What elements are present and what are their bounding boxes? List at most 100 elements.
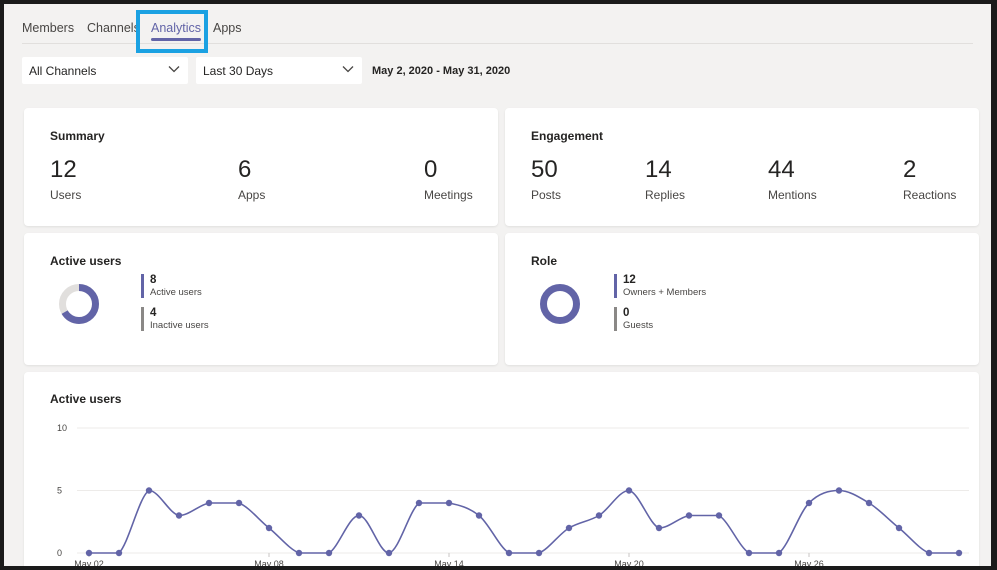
summary-card: Summary 12 Users 6 Apps 0 Meetings (24, 108, 498, 226)
y-tick-label: 5 (57, 486, 62, 496)
active-users-donut (59, 284, 99, 324)
stat-replies-value: 14 (645, 156, 672, 183)
data-point (445, 499, 453, 507)
summary-title: Summary (50, 129, 105, 143)
stat-users: 12 Users (50, 156, 81, 202)
data-point (925, 549, 933, 557)
active-users-chart-card: Active users 0 5 10 May 02 May 08 May 14 May 2… (24, 372, 979, 566)
data-point (805, 499, 813, 507)
data-point (655, 524, 663, 532)
data-point (325, 549, 333, 557)
stat-mentions: 44 Mentions (768, 156, 817, 202)
data-point (835, 487, 843, 494)
stat-meetings: 0 Meetings (424, 156, 473, 202)
y-tick-label: 0 (57, 548, 62, 558)
legend-active-users: 8 Active users (141, 274, 202, 299)
stat-reactions-value: 2 (903, 156, 917, 183)
analytics-page: Members Channels Analytics Apps All Chan… (4, 4, 991, 566)
data-point (475, 512, 483, 519)
legend-guests-bar (614, 307, 617, 331)
tab-channels[interactable]: Channels (87, 21, 140, 35)
stat-replies-label: Replies (645, 188, 686, 202)
stat-apps-label: Apps (238, 188, 266, 202)
period-dropdown[interactable]: Last 30 Days (196, 57, 362, 84)
legend-owners-label: Owners + Members (623, 287, 707, 298)
role-title: Role (531, 254, 558, 268)
stat-meetings-value: 0 (424, 156, 438, 183)
stat-posts: 50 Posts (531, 156, 561, 202)
legend-owners-value: 12 (623, 274, 636, 286)
data-point (595, 512, 603, 519)
stat-meetings-label: Meetings (424, 188, 473, 202)
data-point (355, 512, 363, 519)
stat-apps: 6 Apps (238, 156, 265, 202)
channel-dropdown[interactable]: All Channels (22, 57, 188, 84)
legend-active-bar (141, 274, 144, 298)
data-point (415, 499, 423, 507)
data-point (295, 549, 303, 557)
active-users-line-chart: 0 5 10 May 02 May 08 May 14 May 20 May 26 (57, 423, 969, 566)
role-card: Role 12 Owners + Members 0 Guests (505, 233, 979, 365)
stat-posts-value: 50 (531, 156, 558, 183)
data-point (175, 512, 183, 519)
legend-guests-value: 0 (623, 307, 630, 319)
y-tick-label: 10 (57, 423, 67, 433)
legend-inactive-bar (141, 307, 144, 331)
stat-reactions-label: Reactions (903, 188, 957, 202)
data-point (685, 512, 693, 519)
tab-analytics[interactable]: Analytics (151, 21, 202, 41)
data-point (235, 499, 243, 507)
data-point (565, 524, 573, 532)
date-range-label: May 2, 2020 - May 31, 2020 (372, 65, 511, 77)
period-dropdown-value: Last 30 Days (203, 64, 274, 78)
data-point (865, 499, 873, 507)
x-tick-label: May 08 (254, 559, 284, 566)
tab-members[interactable]: Members (22, 21, 75, 35)
data-point (535, 549, 543, 557)
legend-owners-members: 12 Owners + Members (614, 274, 706, 299)
chevron-down-icon (342, 66, 354, 73)
stat-apps-value: 6 (238, 156, 252, 183)
legend-inactive-users: 4 Inactive users (141, 307, 209, 332)
data-point (265, 524, 273, 532)
data-point (955, 549, 963, 557)
stat-reactions: 2 Reactions (903, 156, 956, 202)
data-point (145, 487, 153, 494)
stat-users-value: 12 (50, 156, 77, 183)
x-tick-label: May 26 (794, 559, 824, 566)
legend-inactive-value: 4 (150, 307, 157, 319)
data-point (205, 499, 213, 507)
stat-replies: 14 Replies (645, 156, 685, 202)
data-point (505, 549, 513, 557)
data-point (895, 524, 903, 532)
legend-active-value: 8 (150, 274, 157, 286)
data-point (745, 549, 753, 557)
active-users-card: Active users 8 Active users 4 Inactive u… (24, 233, 498, 365)
x-tick-label: May 14 (434, 559, 464, 566)
data-point (385, 549, 393, 557)
legend-guests-label: Guests (623, 320, 654, 331)
x-tick-label: May 20 (614, 559, 644, 566)
channel-dropdown-value: All Channels (29, 64, 97, 78)
engagement-title: Engagement (531, 129, 604, 143)
legend-inactive-label: Inactive users (150, 320, 209, 331)
data-point (625, 487, 633, 494)
data-point (85, 549, 93, 557)
tab-bar: Members Channels Analytics Apps (22, 14, 973, 44)
legend-guests: 0 Guests (614, 307, 653, 332)
tab-apps[interactable]: Apps (213, 21, 242, 35)
x-tick-label: May 02 (74, 559, 104, 566)
chart-title: Active users (50, 392, 122, 406)
role-donut (540, 284, 580, 324)
stat-mentions-value: 44 (768, 156, 795, 183)
stat-posts-label: Posts (531, 188, 562, 202)
chevron-down-icon (168, 66, 180, 73)
data-point (115, 549, 123, 557)
legend-active-label: Active users (150, 287, 202, 298)
stat-users-label: Users (50, 188, 82, 202)
data-point (715, 512, 723, 519)
engagement-card: Engagement 50 Posts 14 Replies 44 Mentio… (505, 108, 979, 226)
data-point (775, 549, 783, 557)
active-users-title: Active users (50, 254, 122, 268)
stat-mentions-label: Mentions (768, 188, 817, 202)
